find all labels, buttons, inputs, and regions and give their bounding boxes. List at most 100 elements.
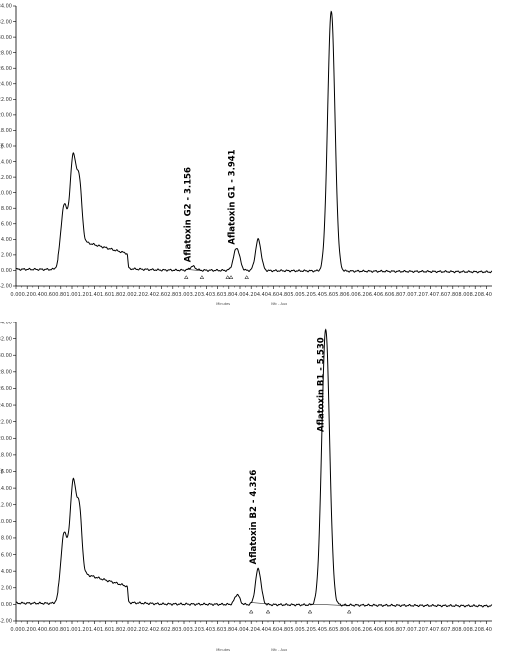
- y-tick-label: 6.00: [1, 221, 12, 227]
- x-tick-label: 5.80: [335, 292, 346, 298]
- x-tick-label: 0.40: [33, 292, 44, 298]
- y-tick-label: -2.00: [0, 284, 12, 290]
- y-tick-label: 6.00: [1, 552, 12, 558]
- y-tick-label: 14.00: [0, 159, 12, 165]
- x-axis-secondary-title: Nfc - Aux: [271, 648, 287, 652]
- x-tick-label: 3.00: [178, 627, 189, 633]
- y-tick-label: 30.00: [0, 353, 12, 359]
- baseline-marker: [225, 275, 230, 279]
- x-tick-label: 1.80: [111, 627, 122, 633]
- x-tick-label: 5.40: [313, 627, 324, 633]
- y-tick-label: 2.00: [1, 253, 12, 259]
- x-tick-label: 4.80: [279, 627, 290, 633]
- chromatogram-trace: [15, 10, 493, 274]
- x-tick-label: 7.00: [402, 292, 413, 298]
- y-tick-label: -2.00: [0, 619, 12, 625]
- x-tick-label: 2.20: [134, 627, 145, 633]
- y-tick-label: 20.00: [0, 436, 12, 442]
- y-tick-label: 24.00: [0, 81, 12, 87]
- y-tick-label: 22.00: [0, 419, 12, 425]
- x-tick-label: 0.40: [33, 627, 44, 633]
- y-tick-label: 34.00: [0, 322, 12, 326]
- x-tick-label: 4.60: [268, 627, 279, 633]
- x-tick-label: 2.80: [167, 627, 178, 633]
- x-tick-label: 5.80: [335, 627, 346, 633]
- y-tick-label: 18.00: [0, 453, 12, 459]
- y-tick-label: 0.00: [1, 268, 12, 274]
- chromatogram-bottom: -2.00 0.00 2.00 4.00 6.00 8.00 10.00 12.00 14.00…: [0, 320, 508, 664]
- x-tick-label: 6.20: [358, 627, 369, 633]
- baseline-marker: [265, 609, 271, 614]
- y-tick-label: 12.00: [0, 175, 12, 181]
- y-tick-label: 10.00: [0, 519, 12, 525]
- x-tick-label: 8.20: [470, 292, 481, 298]
- peak-annotation: Aflatoxin G1 - 3.941: [228, 149, 238, 244]
- x-tick-label: 4.60: [268, 292, 279, 298]
- y-tick-label: 2.00: [1, 585, 12, 591]
- x-tick-label: 5.60: [324, 292, 335, 298]
- x-tick-label: 1.00: [66, 627, 77, 633]
- chromatogram-top-svg: -2.00 0.00 2.00 4.00 6.00 8.00 10.00 12.00 14.00…: [0, 4, 493, 306]
- baseline-marker: [346, 609, 352, 614]
- peak-annotation: Aflatoxin G2 - 3.156: [184, 167, 194, 262]
- x-tick-label: 1.40: [89, 627, 100, 633]
- x-tick-label: 3.20: [190, 627, 201, 633]
- y-tick-label: 28.00: [0, 370, 12, 376]
- x-tick-label: 5.60: [324, 627, 335, 633]
- x-tick-label: 6.20: [358, 292, 369, 298]
- x-tick-label: 2.20: [134, 292, 145, 298]
- integration-baseline: [186, 269, 202, 271]
- baseline-marker: [199, 275, 205, 279]
- y-tick-label: 22.00: [0, 97, 12, 103]
- y-tick-label: 32.00: [0, 19, 12, 25]
- y-tick-label: 30.00: [0, 35, 12, 41]
- y-tick-label: 20.00: [0, 113, 12, 119]
- chromatogram-bottom-svg: -2.00 0.00 2.00 4.00 6.00 8.00 10.00 12.00 14.00…: [0, 320, 493, 652]
- x-tick-label: 0.00: [10, 627, 21, 633]
- baseline-marker: [248, 609, 254, 614]
- x-tick-label: 2.40: [145, 627, 156, 633]
- x-tick-label: 2.60: [156, 627, 167, 633]
- x-tick-label: 3.80: [223, 292, 234, 298]
- y-tick-label: 4.00: [1, 237, 12, 243]
- x-tick-label: 1.40: [89, 292, 100, 298]
- x-axis-title: Minutes: [216, 648, 230, 652]
- baseline-marker: [228, 275, 234, 279]
- x-tick-label: 1.20: [78, 292, 89, 298]
- x-tick-label: 0.80: [55, 627, 66, 633]
- x-tick-label: 5.20: [302, 292, 313, 298]
- chromatogram-top: -2.00 0.00 2.00 4.00 6.00 8.00 10.00 12.00 14.00…: [0, 0, 508, 322]
- x-tick-label: 1.60: [100, 292, 111, 298]
- x-tick-label: 7.00: [402, 627, 413, 633]
- x-tick-label: 7.80: [447, 627, 458, 633]
- y-tick-label: 14.00: [0, 486, 12, 492]
- x-tick-label: 5.20: [302, 627, 313, 633]
- y-tick-label: 0.00: [1, 602, 12, 608]
- x-tick-label: 6.40: [369, 627, 380, 633]
- y-axis-title: mV: [0, 468, 4, 474]
- y-tick-label: 8.00: [1, 206, 12, 212]
- y-tick-label: 32.00: [0, 336, 12, 342]
- y-tick-label: 28.00: [0, 50, 12, 56]
- chromatogram-trace: [15, 328, 493, 608]
- x-tick-label: 7.60: [436, 292, 447, 298]
- y-tick-label: 12.00: [0, 502, 12, 508]
- x-tick-label: 5.40: [313, 292, 324, 298]
- x-tick-label: 5.00: [290, 292, 301, 298]
- baseline-marker: [307, 609, 313, 614]
- x-tick-label: 3.40: [201, 292, 212, 298]
- y-tick-label: 10.00: [0, 190, 12, 196]
- x-tick-label: 3.20: [190, 292, 201, 298]
- x-tick-label: 6.00: [346, 627, 357, 633]
- x-tick-label: 3.40: [201, 627, 212, 633]
- x-tick-label: 7.60: [436, 627, 447, 633]
- x-tick-label: 6.60: [380, 627, 391, 633]
- x-tick-label: 4.40: [257, 627, 268, 633]
- y-tick-label: 18.00: [0, 128, 12, 134]
- x-tick-label: 0.20: [22, 627, 33, 633]
- y-tick-label: 26.00: [0, 386, 12, 392]
- x-tick-label: 6.40: [369, 292, 380, 298]
- x-tick-label: 7.20: [414, 292, 425, 298]
- y-tick-label: 8.00: [1, 536, 12, 542]
- y-tick-label: 16.00: [0, 469, 12, 475]
